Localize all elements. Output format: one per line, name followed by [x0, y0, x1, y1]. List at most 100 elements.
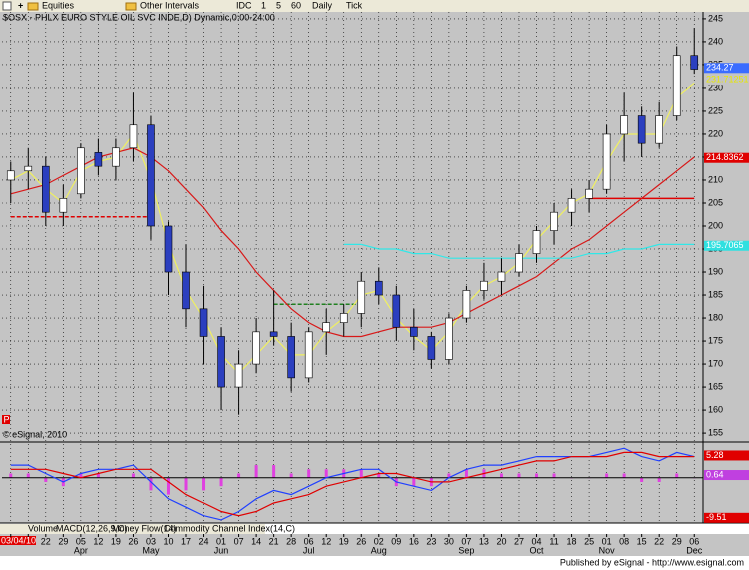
candle-body [217, 336, 225, 388]
candle-body [164, 225, 173, 273]
candle-body [637, 115, 646, 144]
histogram-bar [324, 469, 328, 478]
x-tick-label: 17 [181, 536, 191, 546]
candle-body [427, 336, 436, 360]
x-tick-label: 24 [199, 536, 209, 546]
x-tick-label: 27 [514, 536, 524, 546]
histogram-bar [622, 473, 626, 478]
histogram-bar [464, 469, 468, 478]
x-tick-label: 13 [479, 536, 489, 546]
y-tick-label: 230 [708, 82, 723, 92]
x-month-label: Oct [530, 545, 545, 555]
histogram-bar [307, 469, 311, 478]
footer: Published by eSignal - http://www.esigna… [560, 557, 744, 567]
histogram-bar [26, 473, 30, 478]
toolbar-item[interactable]: Other Intervals [140, 0, 200, 10]
x-tick-label: 14 [251, 536, 261, 546]
value-tag: 195.7065 [706, 240, 744, 250]
toolbar-item[interactable]: 1 [261, 0, 266, 10]
y-tick-label: 245 [708, 13, 723, 23]
x-month-label: Dec [686, 545, 703, 555]
toolbar-item[interactable]: IDC [236, 0, 252, 10]
x-tick-label: 29 [58, 536, 68, 546]
x-axis-area [0, 534, 749, 556]
tab[interactable]: Commodity Channel Index(14,C) [164, 523, 295, 533]
folder-icon [125, 2, 137, 11]
histogram-bar [96, 473, 100, 478]
marker-box [2, 415, 10, 424]
x-month-label: Aug [371, 545, 387, 555]
value-tag: 231.71251 [706, 74, 749, 84]
candle-body [24, 165, 33, 172]
value-tag: 234.27 [706, 63, 734, 73]
candle-body [339, 313, 348, 323]
x-tick-label: 08 [619, 536, 629, 546]
indicator-line [10, 82, 695, 375]
histogram-bar [79, 473, 83, 478]
x-month-label: Jul [303, 545, 315, 555]
histogram-bar [149, 477, 153, 491]
value-tag-box [704, 75, 749, 86]
histogram-bar [184, 477, 188, 491]
x-tick-label: 06 [304, 536, 314, 546]
candle-body [77, 147, 85, 195]
histogram-bar [254, 465, 258, 478]
candle-body [269, 331, 278, 337]
toolbar-item[interactable]: 60 [291, 0, 301, 10]
candle-body [672, 55, 681, 116]
indicator-line [10, 147, 695, 338]
x-tick-label: 30 [444, 536, 454, 546]
histogram-bar [412, 477, 416, 487]
candle-body [129, 124, 138, 149]
x-tick-label: 15 [637, 536, 647, 546]
tab[interactable]: Money Flow(14) [112, 523, 177, 533]
candle-body [550, 211, 558, 231]
tab[interactable]: MACD(12,26,9,C) [56, 523, 128, 533]
candle-body [462, 290, 471, 319]
x-tick-label: 19 [111, 536, 121, 546]
x-tick-label: 10 [163, 536, 173, 546]
y-tick-label: 200 [708, 220, 723, 230]
start-label: 03/04/10 [1, 535, 36, 545]
x-tick-label: 20 [496, 536, 506, 546]
x-month-label: Apr [74, 545, 88, 555]
value-tag-box [704, 470, 749, 481]
toolbar-item[interactable]: 5 [276, 0, 281, 10]
histogram-bar [237, 473, 241, 478]
candle-body [410, 326, 418, 337]
x-month-label: Jun [214, 545, 229, 555]
candle-body [655, 115, 663, 144]
value-tag: 214.8362 [706, 152, 744, 162]
tab[interactable]: Volume [28, 523, 58, 533]
x-tick-label: 03 [146, 536, 156, 546]
candle-body [357, 280, 366, 314]
value-tag-box [704, 63, 749, 74]
toolbar-item[interactable]: Equities [42, 0, 75, 10]
x-tick-label: 28 [286, 536, 296, 546]
start-label-box [0, 536, 36, 545]
x-tick-label: 02 [374, 536, 384, 546]
x-tick-label: 12 [321, 536, 331, 546]
histogram-bar [377, 473, 381, 478]
y-tick-label: 155 [708, 427, 723, 437]
x-tick-label: 18 [567, 536, 577, 546]
y-tick-label: 225 [708, 105, 723, 115]
toolbar-item[interactable]: Tick [346, 0, 363, 10]
copyright: © eSignal, 2010 [3, 429, 67, 439]
symbol-button[interactable] [2, 1, 12, 11]
x-tick-label: 01 [216, 536, 226, 546]
x-tick-label: 01 [602, 536, 612, 546]
candle-body [6, 170, 15, 181]
histogram-bar [272, 465, 276, 478]
histogram-bar [535, 473, 539, 478]
candle-body [567, 198, 576, 213]
histogram-bar [657, 477, 661, 482]
y-tick-label: 160 [708, 404, 723, 414]
y-tick-label: 220 [708, 128, 723, 138]
y-tick-label: 185 [708, 289, 723, 299]
add-button[interactable]: + [18, 0, 23, 10]
candle-body [199, 308, 208, 337]
histogram-bar [552, 473, 556, 478]
toolbar-item[interactable]: Daily [312, 0, 333, 10]
